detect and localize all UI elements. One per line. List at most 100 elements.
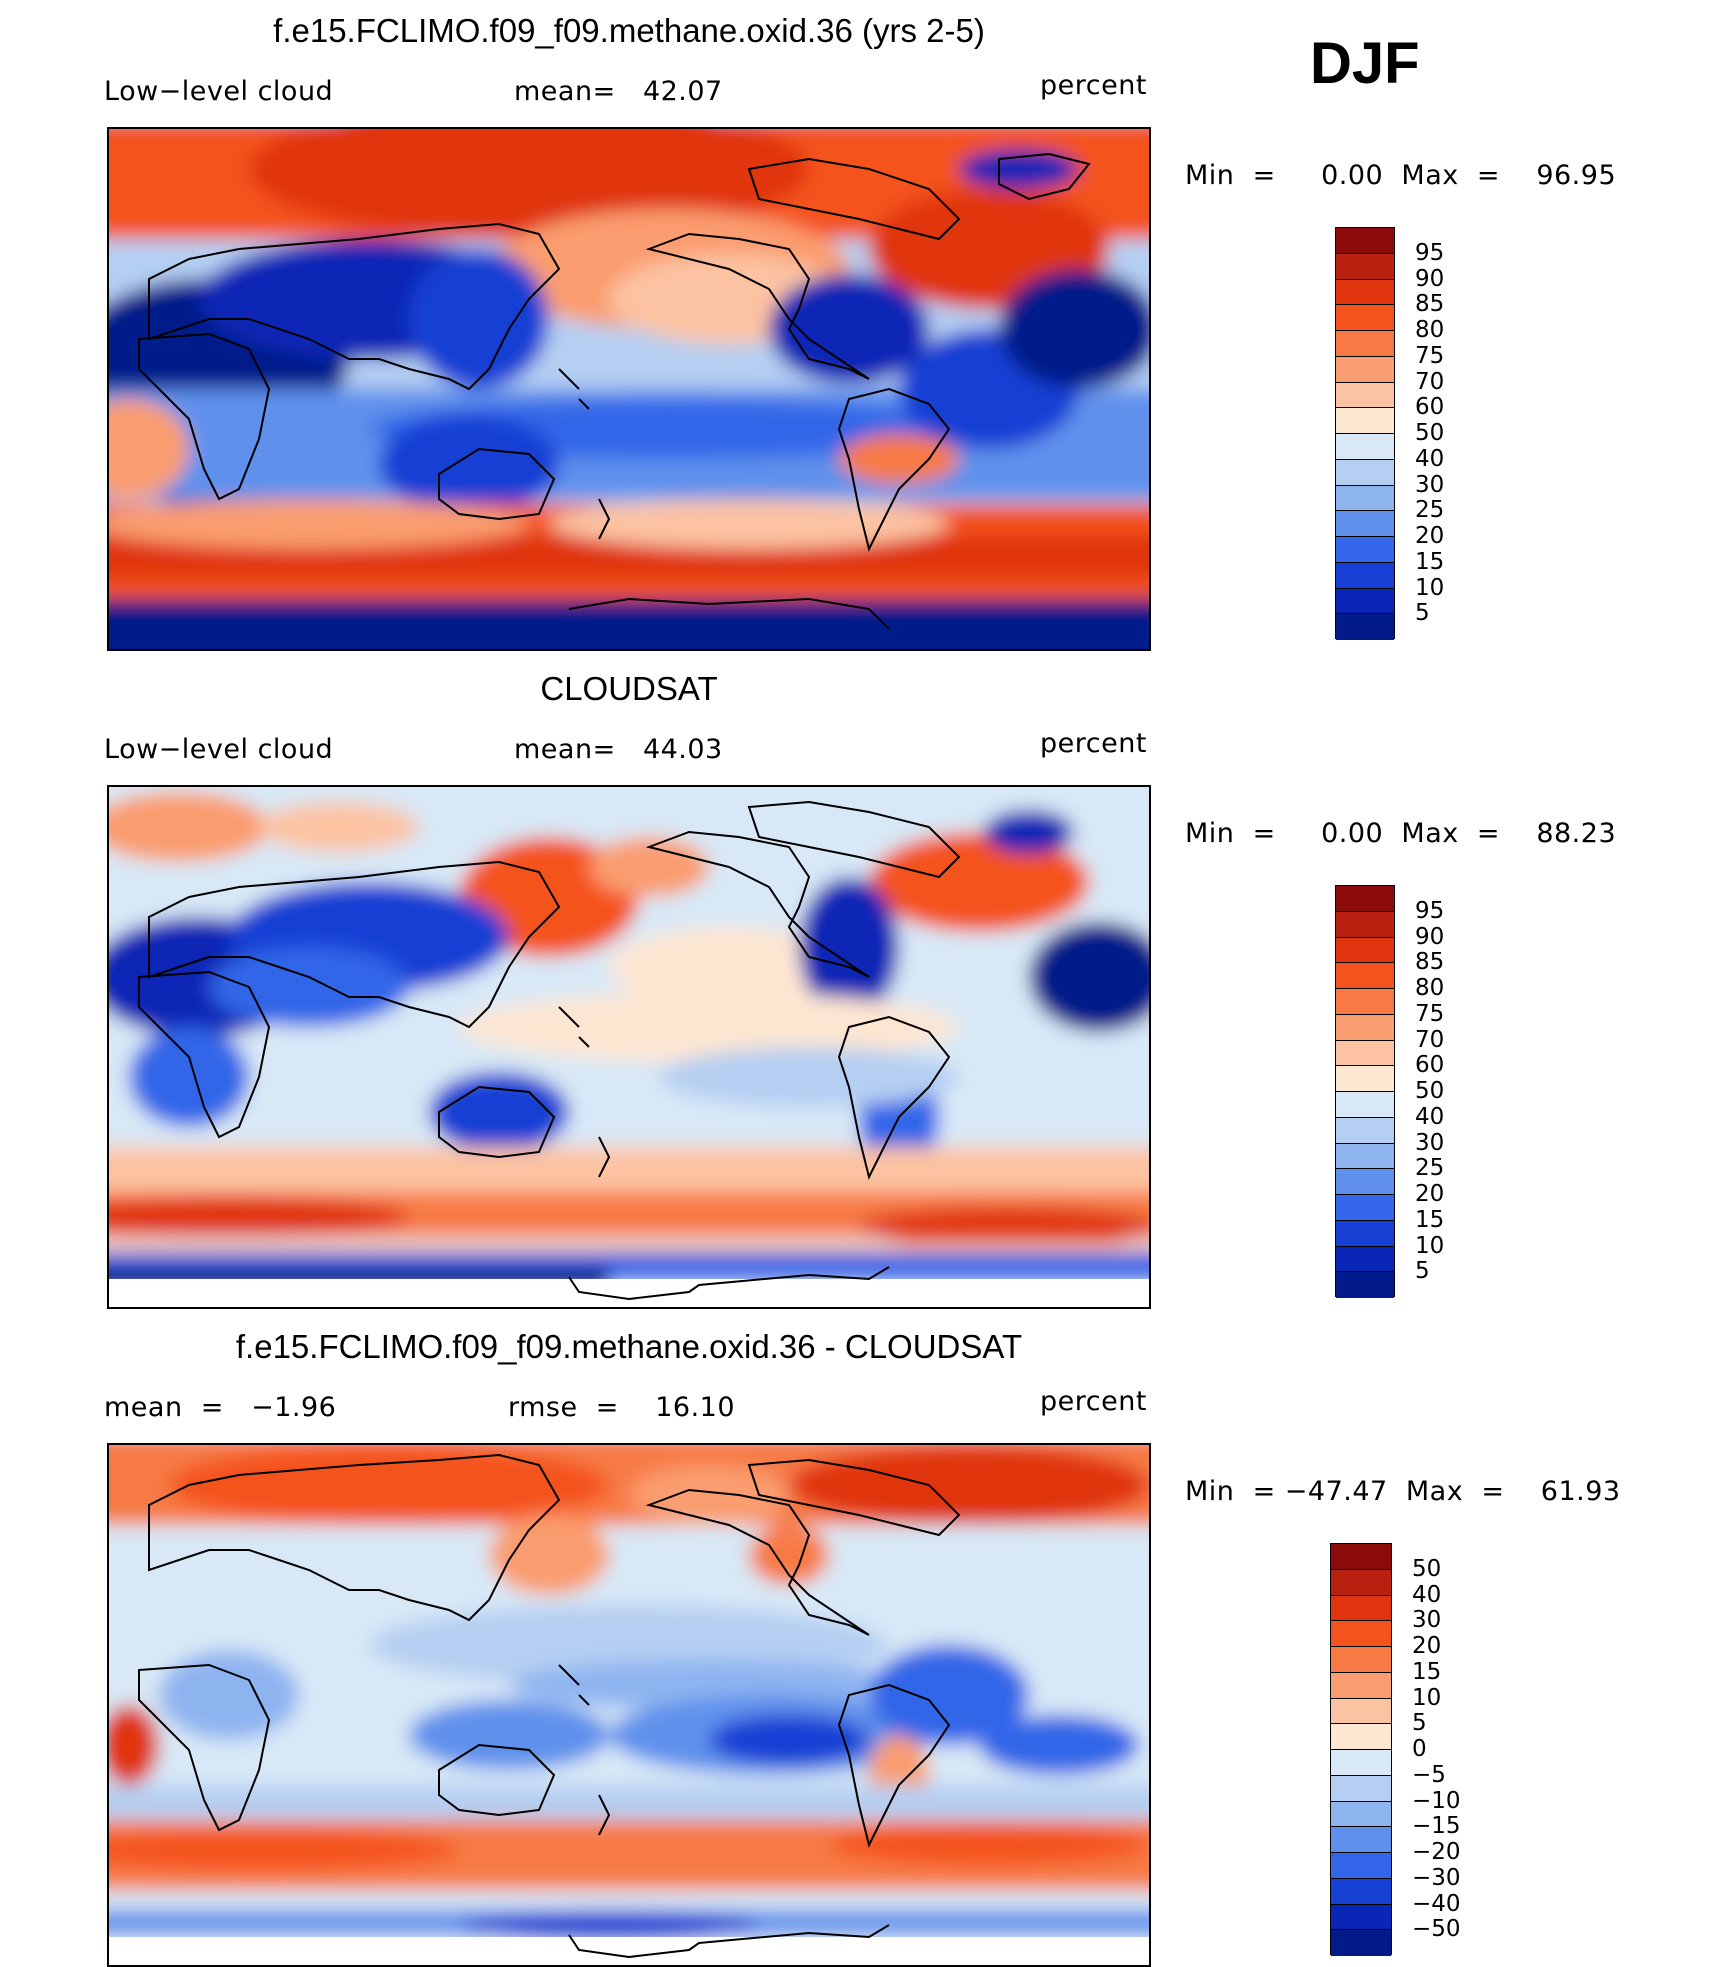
colorbar-swatch (1336, 886, 1394, 912)
panel-3-min-max: Min = −47.47 Max = 61.93 (1185, 1476, 1621, 1507)
colorbar-swatch (1336, 911, 1394, 938)
colorbar-swatch (1336, 459, 1394, 486)
colorbar-tick-label: 25 (1415, 1155, 1445, 1182)
colorbar-tick-label: 80 (1415, 975, 1445, 1001)
panel-1-contour-field (109, 129, 1149, 649)
panel-2-contour-field (109, 787, 1149, 1307)
colorbar-tick-label: −50 (1412, 1916, 1461, 1943)
colorbar-swatch (1336, 1195, 1394, 1221)
colorbar-swatch (1331, 1904, 1391, 1931)
colorbar-tick-label: 15 (1415, 548, 1445, 575)
panel-2-title: CLOUDSAT (540, 670, 718, 707)
coastline-outlines (138, 152, 1091, 630)
colorbar-swatch (1336, 356, 1394, 383)
colorbar-tick-label: 95 (1415, 239, 1445, 266)
colorbar-tick-label: 90 (1415, 923, 1445, 950)
colorbar-swatch (1336, 228, 1394, 254)
colorbar-tick-label: 40 (1415, 1103, 1445, 1130)
colorbar-tick-label: −5 (1412, 1761, 1446, 1788)
panel-1-colorbar-swatches (1335, 227, 1395, 640)
panel-2-map (107, 785, 1151, 1309)
panel-1-title: f.e15.FCLIMO.f09_f09.methane.oxid.36 (yr… (273, 12, 985, 49)
panel-3-title: f.e15.FCLIMO.f09_f09.methane.oxid.36 - C… (235, 1328, 1023, 1365)
colorbar-swatch (1336, 279, 1394, 306)
colorbar-swatch (1336, 1220, 1394, 1247)
panel-2-min-max: Min = 0.00 Max = 88.23 (1185, 818, 1617, 849)
colorbar-tick-label: 60 (1415, 394, 1445, 421)
colorbar-swatch (1331, 1775, 1391, 1802)
colorbar-swatch (1336, 1040, 1394, 1067)
panel-1-min-max: Min = 0.00 Max = 96.95 (1185, 160, 1617, 191)
colorbar-swatch (1331, 1569, 1391, 1596)
colorbar-tick-label: 75 (1415, 1000, 1445, 1027)
colorbar-tick-label: 70 (1415, 368, 1445, 395)
colorbar-swatch (1336, 562, 1394, 589)
colorbar-tick-label: 50 (1415, 1078, 1445, 1104)
colorbar-tick-label: 5 (1415, 600, 1430, 627)
panel-2-colorbar (1335, 885, 1395, 1298)
colorbar-swatch (1336, 537, 1394, 563)
panel-1-units-label: percent (1040, 70, 1147, 101)
colorbar-tick-label: 80 (1415, 317, 1445, 343)
colorbar-tick-label: 85 (1415, 949, 1445, 976)
colorbar-swatch (1336, 1092, 1394, 1118)
colorbar-tick-label: 90 (1415, 265, 1445, 292)
colorbar-swatch (1336, 1143, 1394, 1170)
colorbar-swatch (1331, 1930, 1391, 1956)
panel-3-mean-label: mean = −1.96 (104, 1392, 337, 1423)
colorbar-swatch (1336, 253, 1394, 280)
colorbar-swatch (1331, 1698, 1391, 1725)
colorbar-swatch (1331, 1544, 1391, 1570)
panel-3-colorbar (1330, 1543, 1392, 1956)
colorbar-tick-label: 50 (1412, 1555, 1442, 1582)
colorbar-tick-label: 30 (1415, 471, 1445, 498)
panel-1-mean-label: mean= 42.07 (514, 76, 723, 107)
colorbar-swatch (1336, 1246, 1394, 1273)
colorbar-tick-label: 20 (1415, 523, 1445, 549)
colorbar-tick-label: −30 (1412, 1864, 1461, 1891)
panel-3-colorbar-labels: 50 40 30 20 15 10 5 0 −5 −10 −15 −20 −30 −40 −50 (1412, 1543, 1502, 1955)
colorbar-swatch (1336, 382, 1394, 409)
colorbar-swatch (1336, 305, 1394, 331)
panel-3-colorbar-swatches (1330, 1543, 1392, 1956)
colorbar-swatch (1336, 485, 1394, 512)
panel-2-colorbar-labels: 95 90 85 80 75 70 60 50 40 30 25 20 15 10 5 (1415, 885, 1495, 1297)
colorbar-tick-label: 60 (1415, 1052, 1445, 1079)
colorbar-swatch (1331, 1647, 1391, 1673)
panel-2-colorbar-swatches (1335, 885, 1395, 1298)
panel-1-variable-label: Low−level cloud (104, 76, 334, 107)
colorbar-swatch (1331, 1595, 1391, 1622)
panel-2-variable-label: Low−level cloud (104, 734, 334, 765)
colorbar-swatch (1336, 1117, 1394, 1144)
colorbar-tick-label: 25 (1415, 497, 1445, 524)
colorbar-swatch (1336, 588, 1394, 615)
colorbar-tick-label: 50 (1415, 420, 1445, 446)
colorbar-swatch (1336, 1014, 1394, 1041)
colorbar-tick-label: 15 (1415, 1206, 1445, 1233)
colorbar-swatch (1336, 937, 1394, 964)
colorbar-tick-label: 10 (1412, 1684, 1442, 1711)
colorbar-swatch (1336, 963, 1394, 989)
panel-1-colorbar (1335, 227, 1395, 640)
colorbar-swatch (1331, 1878, 1391, 1905)
colorbar-swatch (1331, 1853, 1391, 1879)
colorbar-swatch (1336, 1169, 1394, 1195)
colorbar-swatch (1336, 434, 1394, 460)
panel-1-map (107, 127, 1151, 651)
season-label: DJF (1310, 31, 1420, 96)
coastline-outlines (138, 800, 961, 1301)
colorbar-tick-label: 85 (1415, 291, 1445, 318)
colorbar-tick-label: 40 (1415, 445, 1445, 472)
colorbar-tick-label: 70 (1415, 1026, 1445, 1053)
colorbar-swatch (1331, 1801, 1391, 1828)
colorbar-tick-label: 10 (1415, 1232, 1445, 1259)
panel-1-colorbar-labels: 95 90 85 80 75 70 60 50 40 30 25 20 15 10 5 (1415, 227, 1495, 639)
colorbar-tick-label: 10 (1415, 574, 1445, 601)
colorbar-tick-label: 5 (1415, 1258, 1430, 1285)
colorbar-swatch (1336, 511, 1394, 537)
colorbar-swatch (1336, 331, 1394, 357)
colorbar-swatch (1336, 408, 1394, 434)
colorbar-swatch (1336, 1272, 1394, 1298)
colorbar-tick-label: 75 (1415, 342, 1445, 369)
colorbar-swatch (1331, 1672, 1391, 1699)
